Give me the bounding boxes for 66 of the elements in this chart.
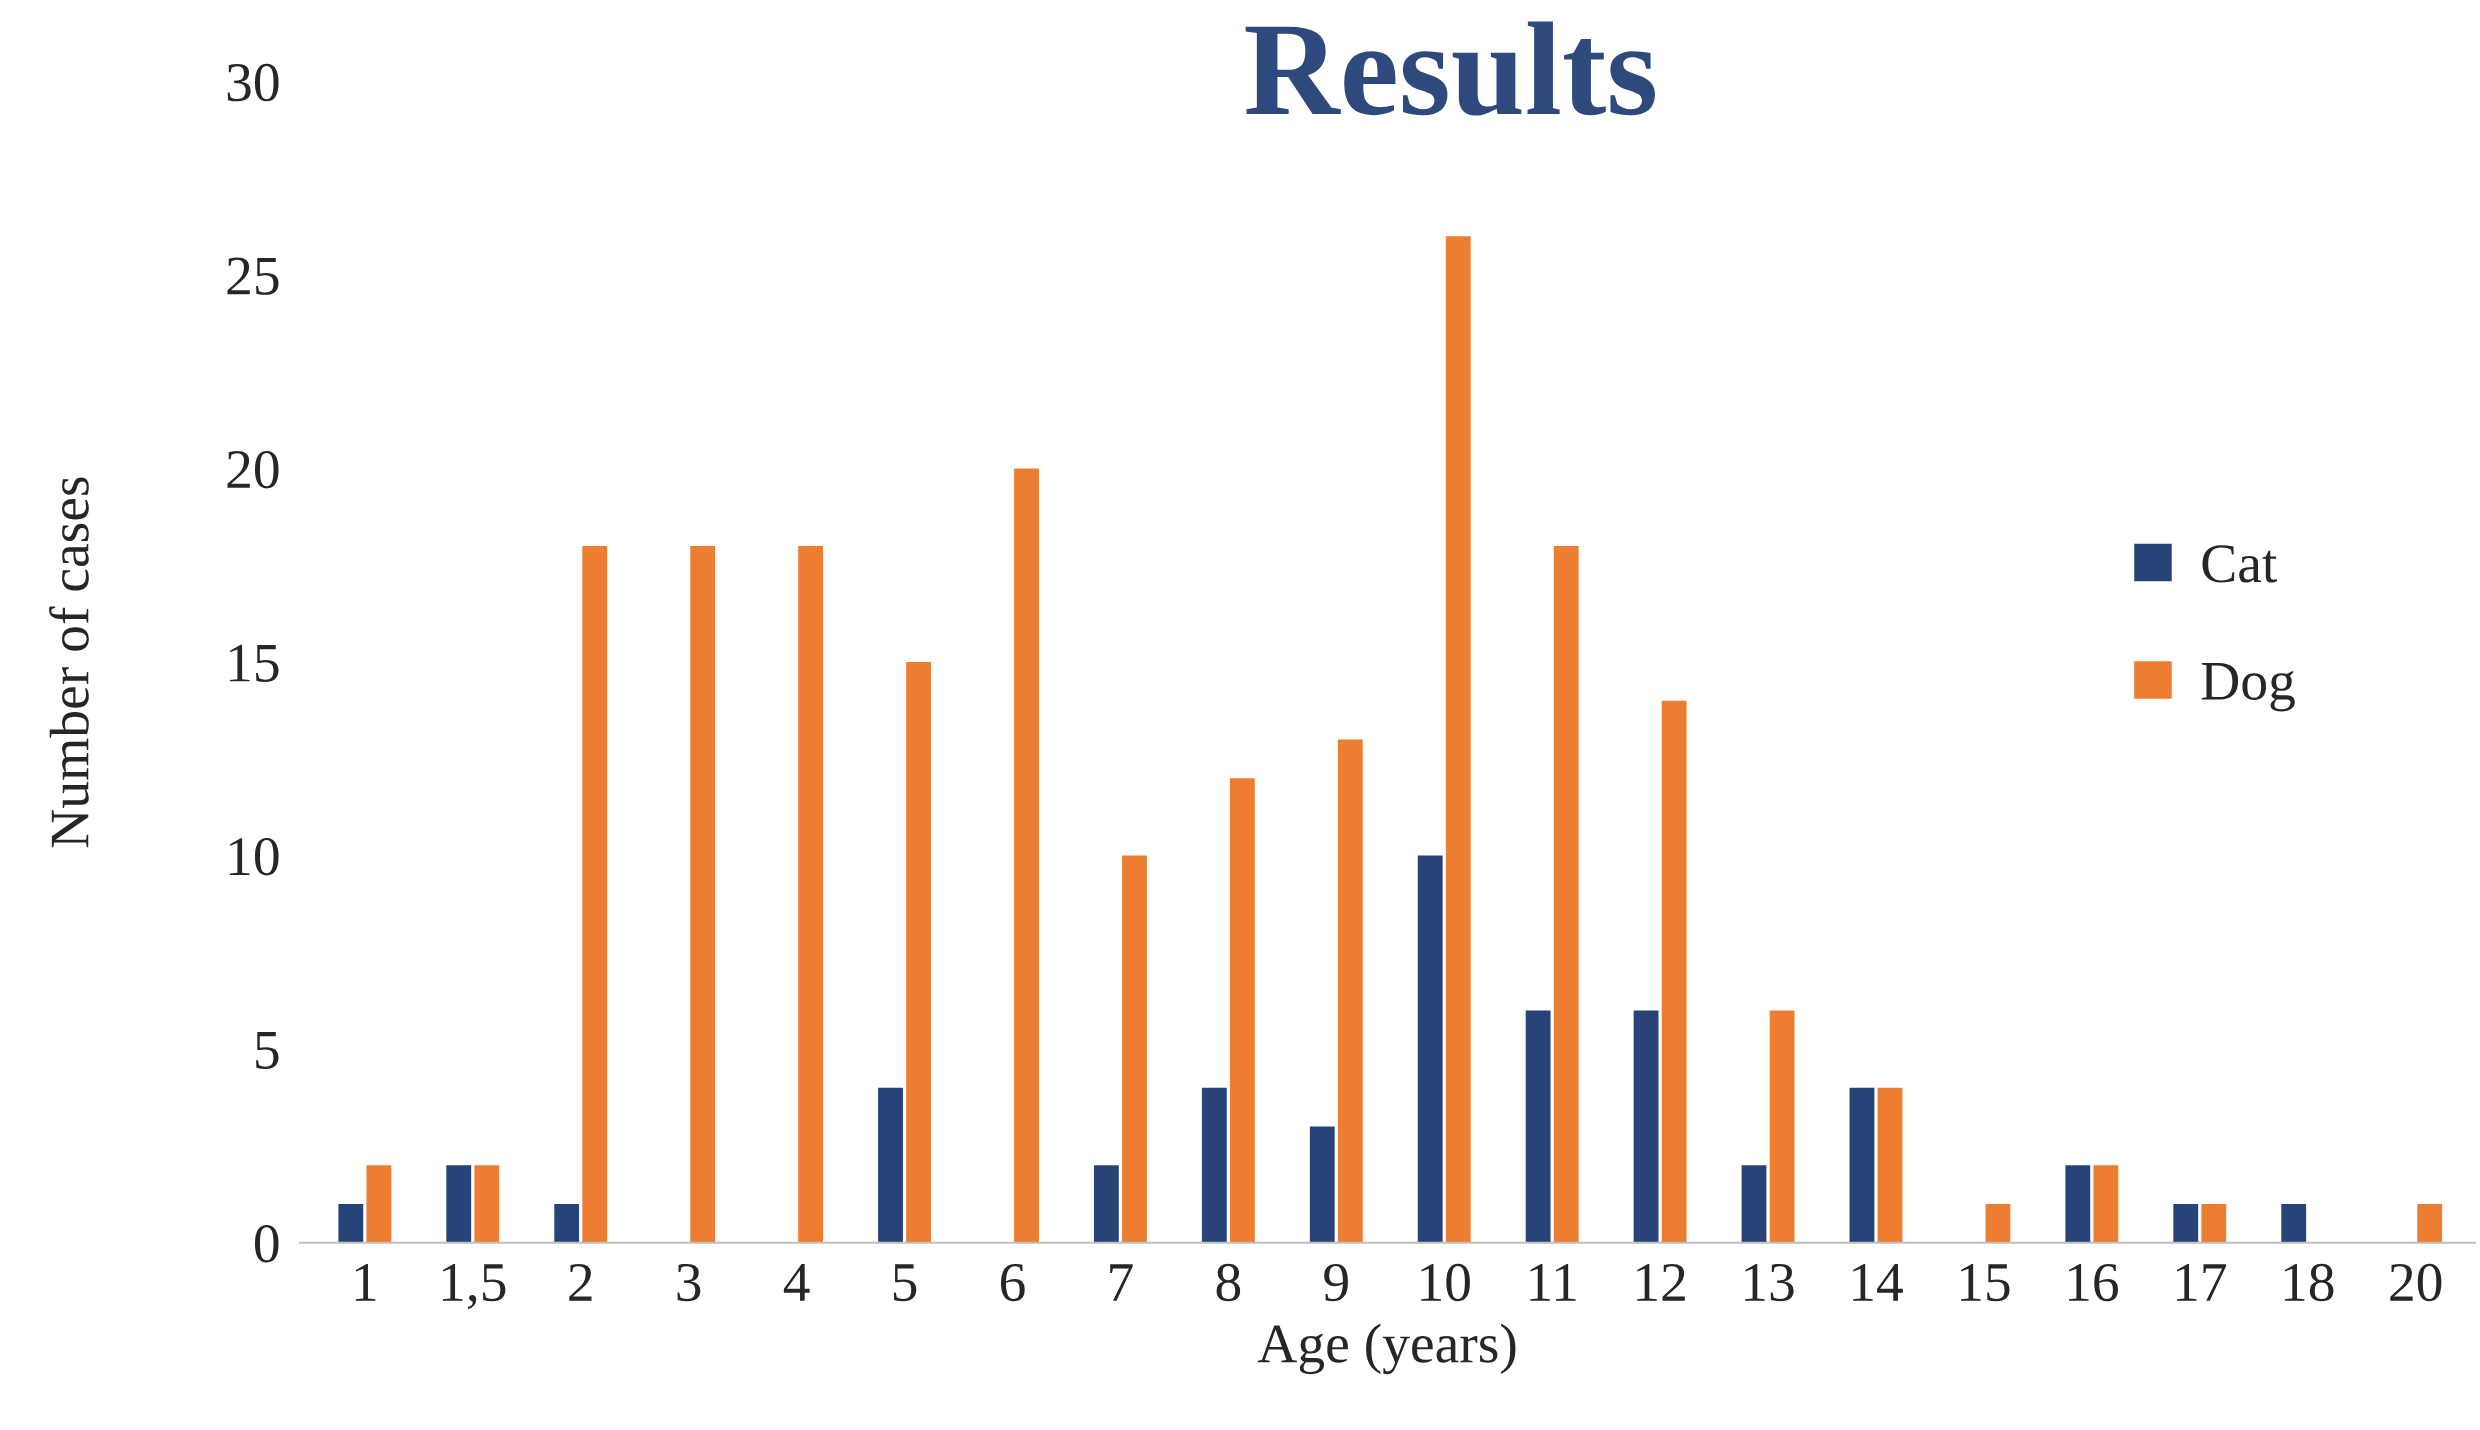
- legend-label: Dog: [2201, 663, 2295, 712]
- x-tick-label: 20: [2390, 1263, 2442, 1302]
- bar: [1309, 1126, 1335, 1243]
- x-tick-label: 9: [1324, 1263, 1348, 1302]
- x-tick-label: 7: [1110, 1264, 1133, 1301]
- x-tick-label: 5: [893, 1264, 917, 1302]
- bar: [446, 1165, 472, 1243]
- bar: [2173, 1203, 2199, 1243]
- x-tick-label: 16: [2068, 1263, 2118, 1302]
- x-tick-label: 8: [1216, 1263, 1241, 1302]
- x-tick-label: 12: [1637, 1263, 1685, 1301]
- x-tick-label: 11: [1530, 1263, 1576, 1301]
- bar: [1877, 1087, 1903, 1243]
- y-tick-label: 10: [229, 837, 279, 876]
- x-axis-title: Age (years): [1257, 1323, 1516, 1375]
- chart-title: Results: [1245, 21, 1655, 116]
- x-tick-label: 4: [783, 1264, 810, 1301]
- bar: [2417, 1203, 2443, 1243]
- bar: [338, 1203, 364, 1243]
- bar: [2093, 1165, 2119, 1243]
- bar: [2201, 1203, 2227, 1243]
- bar: [1661, 700, 1687, 1243]
- bar: [366, 1165, 392, 1243]
- y-axis-title: Number of cases: [49, 477, 89, 848]
- bar: [798, 545, 824, 1243]
- x-tick-label: 1,5: [442, 1263, 506, 1310]
- y-tick-label: 25: [227, 257, 279, 295]
- y-tick-label: 5: [256, 1032, 279, 1069]
- y-tick-label: 0: [254, 1225, 279, 1263]
- bar: [1014, 468, 1039, 1243]
- bar: [1985, 1203, 2011, 1243]
- bar: [1769, 1010, 1795, 1243]
- bar: [1122, 855, 1147, 1243]
- bar: [1445, 236, 1471, 1243]
- x-tick-label: 10: [1421, 1263, 1470, 1302]
- bar: [1093, 1165, 1119, 1243]
- bar: [1741, 1165, 1767, 1243]
- bar: [690, 545, 716, 1243]
- x-tick-label: 17: [2176, 1263, 2226, 1301]
- x-tick-label: 15: [1961, 1263, 2010, 1302]
- y-tick-label: 15: [229, 644, 279, 682]
- y-tick-label: 20: [227, 450, 279, 489]
- bar: [906, 662, 931, 1243]
- bar: [2065, 1165, 2091, 1243]
- x-tick-label: 3: [677, 1263, 701, 1302]
- bar: [474, 1165, 500, 1243]
- bar: [1229, 778, 1255, 1243]
- bar: [1525, 1010, 1551, 1243]
- bar: [1633, 1010, 1659, 1243]
- bar: [878, 1087, 903, 1243]
- bar: [1553, 545, 1579, 1243]
- x-tick-label: 2: [569, 1263, 592, 1301]
- legend-label: Cat: [2202, 545, 2278, 583]
- bar: [1417, 855, 1443, 1243]
- y-tick-label: 30: [227, 63, 279, 102]
- x-tick-label: 6: [1000, 1263, 1025, 1302]
- x-tick-label: 18: [2284, 1263, 2334, 1302]
- bar: [1201, 1087, 1227, 1243]
- bar: [1849, 1087, 1875, 1243]
- bar: [1337, 739, 1363, 1243]
- bar: [2281, 1203, 2307, 1243]
- x-tick-label: 14: [1853, 1263, 1903, 1301]
- x-tick-label: 1: [355, 1263, 376, 1301]
- bar: [582, 545, 608, 1243]
- bar: [554, 1203, 580, 1243]
- x-tick-label: 13: [1745, 1263, 1794, 1302]
